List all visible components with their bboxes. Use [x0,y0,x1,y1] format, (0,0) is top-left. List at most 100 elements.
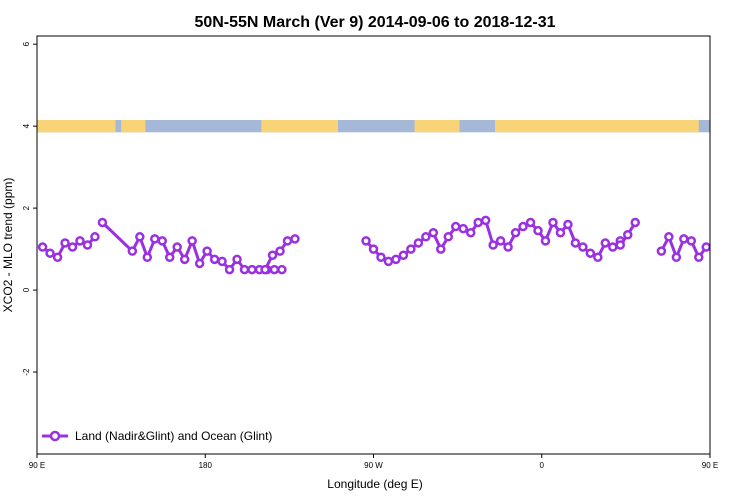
data-point [443,232,454,242]
series-layer [37,215,710,275]
plot-area [36,35,711,455]
data-point [608,242,618,252]
data-point [52,252,63,263]
data-point [224,264,235,275]
data-point [465,227,476,238]
legend: Land (Nadir&Glint) and Ocean (Glint) [42,429,272,443]
data-point [686,236,697,246]
data-point [187,236,197,246]
data-point [555,227,566,238]
axis-ticks: 90 E 180 90 W 0 90 E -2 0 2 4 6 [22,41,718,470]
data-point [488,240,498,250]
data-point [593,252,603,263]
data-point [277,264,287,275]
data-point [510,227,521,238]
data-point [428,227,439,238]
data-point [679,234,689,244]
data-point [127,246,138,256]
data-point [451,221,461,232]
data-point [90,232,100,242]
x-tick-label: 90 E [702,461,718,470]
legend-label: Land (Nadir&Glint) and Ocean (Glint) [75,429,272,443]
data-point [503,242,513,252]
data-point [260,264,270,275]
data-point [45,248,55,258]
data-point [413,238,424,248]
data-point [421,232,431,242]
y-tick-label: 2 [22,205,31,210]
x-tick-label: 90 W [364,461,383,470]
x-axis-label: Longitude (deg E) [327,477,422,491]
y-tick-label: 6 [22,41,31,46]
data-point [282,236,293,246]
data-point [157,236,168,246]
y-tick-label: 4 [22,123,31,128]
data-point [701,242,710,252]
data-point [518,221,528,232]
data-point [164,252,175,263]
data-point [563,219,573,230]
data-point [60,238,70,248]
data-point [671,252,682,263]
data-point [82,240,93,250]
data-point [269,264,280,275]
data-point [585,248,596,258]
land-band-segment [121,120,146,133]
data-point [232,254,242,265]
data-point [495,236,506,246]
legend-marker [49,430,61,442]
data-point [75,236,85,246]
data-point [209,254,220,265]
land-band-segment [414,120,460,133]
land-ocean-band [37,120,710,133]
data-point [383,256,394,267]
data-point [172,242,182,252]
data-point [194,258,205,269]
data-point [150,234,160,244]
data-point [473,217,483,228]
y-axis-label: XCO2 - MLO trend (ppm) [1,178,15,313]
data-point [694,252,704,263]
data-point [67,242,78,252]
data-point [391,254,401,265]
data-point [600,238,611,248]
y-tick-label: -2 [22,368,31,376]
data-point [548,217,558,228]
data-point [458,223,468,234]
data-point [376,252,386,263]
data-point [247,264,257,275]
data-point [179,254,190,265]
data-point [480,215,491,226]
data-point [622,230,633,240]
x-tick-label: 180 [199,461,213,470]
data-point [525,217,536,228]
land-band-segment [495,120,699,133]
data-point [135,232,145,242]
data-point [540,236,551,246]
data-point [615,240,626,250]
data-point [630,217,640,228]
data-point [368,244,379,254]
data-point [97,217,108,228]
series-line [101,221,282,272]
data-point [664,232,674,242]
data-point [142,252,153,263]
data-point [398,250,409,260]
data-point [290,234,300,244]
data-point [656,246,667,256]
data-point [202,246,212,256]
data-point [217,256,227,267]
data-point [37,242,48,252]
data-point [361,236,371,246]
land-band-segment [37,120,116,133]
data-point [275,246,285,256]
x-tick-label: 0 [540,461,545,470]
y-tick-label: 0 [22,287,31,292]
data-point [406,244,416,254]
data-point [436,244,446,254]
data-point [533,225,543,236]
data-point [239,264,250,275]
land-band-segment [261,120,338,133]
data-point [267,250,278,260]
